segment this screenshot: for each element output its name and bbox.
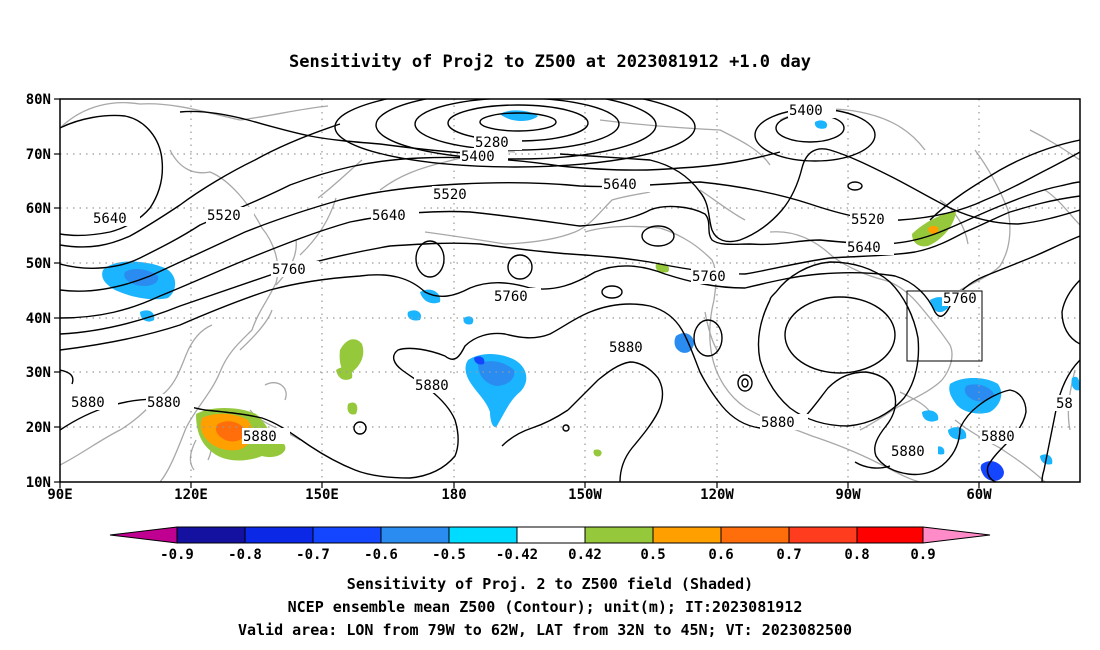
lon-label: 60W [966, 487, 992, 503]
contour-label: 5760 [494, 289, 528, 305]
shade-negative [922, 410, 939, 422]
shade-negative [674, 333, 694, 353]
colorbar-swatch [110, 527, 177, 543]
contour-label: 5880 [415, 378, 449, 394]
colorbar-swatch [245, 527, 313, 543]
contour-labels: 5280 5400 5400 5520 5520 5520 5640 5640 … [70, 102, 1080, 460]
shade-negative [948, 427, 967, 440]
lon-label: 90E [47, 487, 72, 503]
contour-label: 5760 [943, 291, 977, 307]
contour-label: 5520 [851, 212, 885, 228]
lat-label: 40N [26, 311, 51, 327]
colorbar-label: -0.5 [432, 547, 466, 563]
lat-label: 20N [26, 420, 51, 436]
colorbar-labels: -0.9 -0.8 -0.7 -0.6 -0.5 -0.42 0.42 0.5 … [160, 547, 936, 563]
colorbar-label: -0.7 [296, 547, 330, 563]
lat-label: 10N [26, 475, 51, 491]
map-area: 5280 5400 5400 5520 5520 5520 5640 5640 … [26, 92, 1081, 503]
colorbar-swatch [923, 527, 990, 543]
contour-label: 5640 [93, 211, 127, 227]
contour-label: 5760 [272, 262, 306, 278]
lat-label: 50N [26, 256, 51, 272]
contour-label: 5880 [761, 415, 795, 431]
colorbar-label: 0.42 [568, 547, 602, 563]
shade-positive [928, 225, 939, 235]
shade-negative [1071, 376, 1080, 391]
colorbar-label: 0.7 [776, 547, 801, 563]
captions: Sensitivity of Proj. 2 to Z500 field (Sh… [238, 575, 852, 639]
lat-label: 30N [26, 365, 51, 381]
colorbar-label: 0.9 [910, 547, 935, 563]
contour-label: 5880 [147, 395, 181, 411]
latitude-labels: 80N 70N 60N 50N 40N 30N 20N 10N [26, 92, 51, 491]
contour-label: 5520 [433, 187, 467, 203]
shade-negative [980, 461, 1004, 481]
colorbar-label: -0.42 [496, 547, 538, 563]
colorbar-label: 0.5 [640, 547, 665, 563]
colorbar-swatch [381, 527, 449, 543]
lat-label: 70N [26, 147, 51, 163]
colorbar-swatch [721, 527, 789, 543]
colorbar-swatch [653, 527, 721, 543]
colorbar-swatch [789, 527, 857, 543]
contour-label: 5400 [461, 149, 495, 165]
map-frame [59, 98, 1081, 483]
z500-contours [60, 99, 1080, 482]
shade-negative [420, 289, 441, 304]
shade-negative [478, 361, 515, 386]
colorbar-label: -0.9 [160, 547, 194, 563]
longitude-labels: 90E 120E 150E 180 150W 120W 90W 60W [47, 487, 992, 503]
contour-label: 5640 [603, 177, 637, 193]
contour-label: 5880 [981, 429, 1015, 445]
colorbar-label: 0.8 [844, 547, 869, 563]
lon-label: 150W [568, 487, 602, 503]
shade-positive [215, 421, 246, 442]
contour-label: 5880 [609, 340, 643, 356]
lat-label: 80N [26, 92, 51, 108]
contour-label: 5640 [847, 240, 881, 256]
valid-area-box [906, 290, 983, 362]
contour-label: 58 [1056, 396, 1073, 412]
colorbar: -0.9 -0.8 -0.7 -0.6 -0.5 -0.42 0.42 0.5 … [109, 526, 991, 563]
lat-label: 60N [26, 201, 51, 217]
colorbar-label: 0.6 [708, 547, 733, 563]
lon-label: 180 [441, 487, 466, 503]
caption-contour: NCEP ensemble mean Z500 (Contour); unit(… [288, 598, 803, 616]
colorbar-swatch [517, 527, 585, 543]
figure-title: Sensitivity of Proj2 to Z500 at 20230819… [289, 52, 811, 72]
caption-valid-area: Valid area: LON from 79W to 62W, LAT fro… [238, 621, 852, 639]
shade-positive [339, 339, 364, 374]
lon-label: 90W [835, 487, 861, 503]
shade-positive [593, 449, 602, 457]
contour-label: 5880 [243, 429, 277, 445]
shade-positive [347, 402, 358, 415]
contour-label: 5280 [475, 135, 509, 151]
colorbar-swatch [313, 527, 381, 543]
colorbar-swatch [449, 527, 517, 543]
shade-positive [336, 367, 353, 380]
shade-negative [814, 120, 828, 129]
contour-label: 5880 [891, 444, 925, 460]
colorbar-swatch [857, 527, 923, 543]
axis-ticks [54, 98, 980, 488]
shade-negative [474, 356, 485, 365]
coastlines [60, 102, 1080, 482]
contour-label: 5400 [789, 103, 823, 119]
contour-label: 5880 [71, 395, 105, 411]
lon-label: 120E [174, 487, 208, 503]
contour-label: 5640 [372, 208, 406, 224]
colorbar-label: -0.6 [364, 547, 398, 563]
caption-shaded: Sensitivity of Proj. 2 to Z500 field (Sh… [347, 575, 753, 593]
colorbar-label: -0.8 [228, 547, 262, 563]
lon-label: 150E [305, 487, 339, 503]
lon-label: 120W [700, 487, 734, 503]
colorbar-swatch [177, 527, 245, 543]
contour-label: 5520 [207, 208, 241, 224]
contour-label: 5760 [692, 269, 726, 285]
colorbar-swatch [585, 527, 653, 543]
